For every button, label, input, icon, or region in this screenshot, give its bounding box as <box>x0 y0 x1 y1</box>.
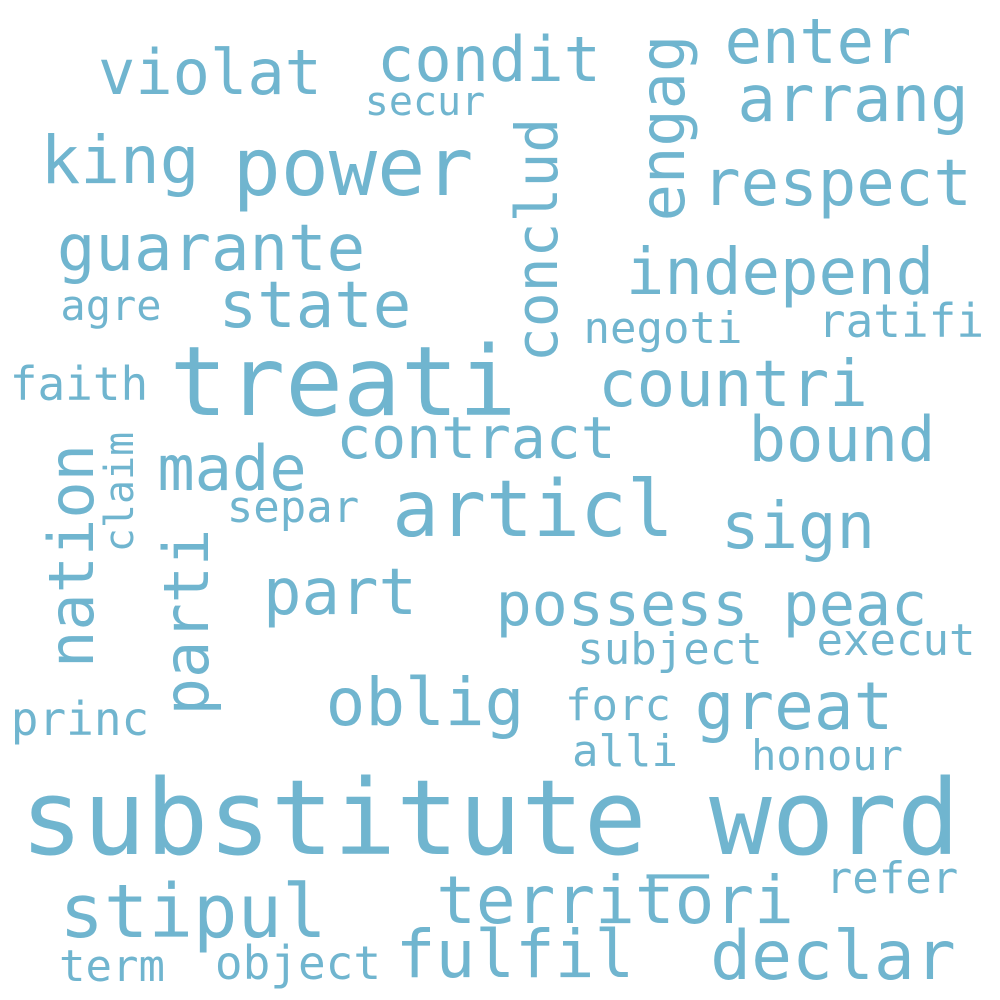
word-negoti: negoti <box>583 303 743 354</box>
word-possess: possess <box>495 570 749 640</box>
word-articl: articl <box>392 465 674 555</box>
word-engag: engag <box>626 34 699 222</box>
word-arrang: arrang <box>737 63 969 137</box>
word-fulfil: fulfil <box>395 916 635 993</box>
word-term: term <box>59 941 165 992</box>
word-stipul: stipul <box>59 869 327 955</box>
word-honour: honour <box>751 731 903 780</box>
word-secur: secur <box>364 79 486 125</box>
word-respect: respect <box>702 147 972 221</box>
word-treati: treati <box>169 326 517 438</box>
word-princ: princ <box>10 692 150 746</box>
word-violat: violat <box>98 36 322 109</box>
word-substitute_word: substitute_word <box>20 757 960 879</box>
word-conclud: conclud <box>503 117 571 363</box>
word-declar: declar <box>710 917 956 996</box>
word-independ: independ <box>625 236 935 310</box>
word-bound: bound <box>748 403 936 476</box>
word-peac: peac <box>782 570 928 640</box>
word-claim: claim <box>97 431 143 553</box>
word-king: king <box>40 122 200 199</box>
word-great: great <box>694 668 894 745</box>
word-subject: subject <box>577 624 763 675</box>
word-territori: territori <box>436 862 794 939</box>
word-countri: countri <box>598 348 868 422</box>
word-alli: alli <box>572 726 678 777</box>
word-made: made <box>157 432 307 505</box>
word-forc: forc <box>565 680 671 731</box>
word-enter: enter <box>724 5 912 78</box>
word-object: object <box>214 936 382 990</box>
word-power: power <box>232 121 474 214</box>
word-separ: separ <box>226 482 360 533</box>
word-guarante: guarante <box>56 212 366 286</box>
word-agre: agre <box>60 281 162 330</box>
word-refer: refer <box>825 853 959 904</box>
word-contract: contract <box>336 404 616 472</box>
word-oblig: oblig <box>325 664 525 741</box>
word-execut: execut <box>816 615 976 666</box>
word-faith: faith <box>9 357 149 411</box>
word-condit: condit <box>377 23 601 96</box>
word-ratifi: ratifi <box>817 294 985 348</box>
word-nation: nation <box>35 444 108 668</box>
word-parti: parti <box>150 528 223 716</box>
word-state: state <box>218 269 412 343</box>
word-sign: sign <box>720 490 876 564</box>
word-part: part <box>262 556 418 630</box>
